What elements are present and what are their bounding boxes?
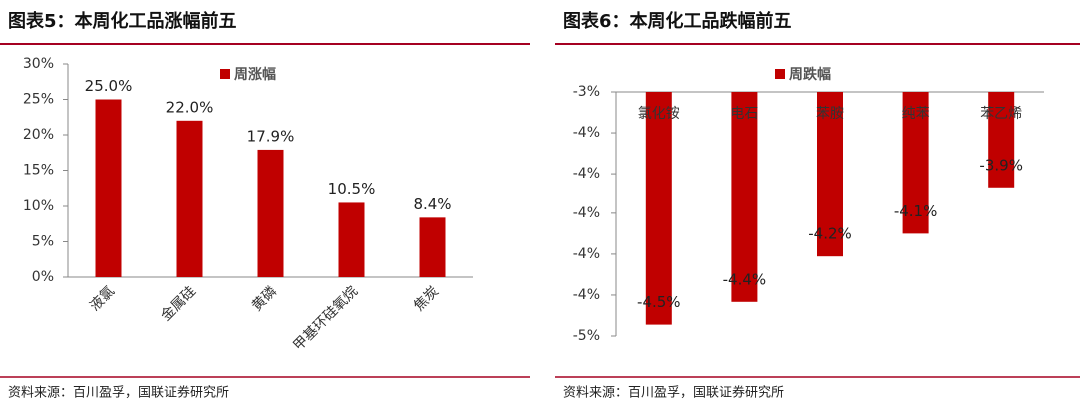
data-label: -4.1%	[894, 202, 938, 220]
x-tick-label: 黄磷	[248, 283, 280, 315]
x-tick-label: 甲基环硅氧烷	[290, 283, 361, 354]
source: 资料来源：百川盈孚，国联证券研究所	[8, 385, 229, 401]
x-tick-label: 纯苯	[902, 105, 930, 122]
bar	[988, 92, 1015, 188]
x-tick-label: 液氯	[87, 283, 118, 314]
x-tick-label: 氯化铵	[638, 106, 680, 122]
y-tick-label: 25%	[23, 92, 54, 108]
data-label: -4.5%	[637, 293, 681, 311]
y-tick-label: 5%	[32, 234, 54, 250]
y-tick-label: -5%	[573, 328, 600, 344]
legend-swatch	[220, 69, 230, 79]
data-label: 22.0%	[166, 98, 214, 116]
data-label: 10.5%	[328, 180, 376, 198]
x-tick-label: 焦炭	[411, 283, 442, 314]
x-tick-label: 电石	[730, 106, 758, 122]
data-label: 8.4%	[413, 195, 451, 213]
data-label: 17.9%	[247, 127, 295, 145]
bar	[645, 92, 672, 325]
chart-title: 图表6：本周化工品跌幅前五	[563, 10, 792, 32]
y-tick-label: 0%	[32, 269, 54, 285]
y-tick-label: -4%	[573, 166, 600, 182]
x-tick-label: 金属硅	[158, 283, 199, 324]
bar	[95, 99, 122, 277]
bar	[176, 120, 203, 277]
data-label: -4.4%	[723, 270, 767, 288]
bar	[902, 92, 929, 234]
y-tick-label: -3%	[573, 84, 600, 100]
x-tick-label: 苯胺	[816, 105, 844, 122]
data-label: -4.2%	[808, 225, 852, 243]
y-tick-label: -4%	[573, 246, 600, 262]
y-tick-label: 30%	[23, 56, 54, 72]
bar	[257, 149, 284, 277]
y-tick-label: 15%	[23, 163, 54, 179]
source: 资料来源：百川盈孚，国联证券研究所	[563, 385, 784, 401]
legend-label: 周跌幅	[789, 66, 831, 83]
y-tick-label: 10%	[23, 198, 54, 214]
y-tick-label: -4%	[573, 287, 600, 303]
bar	[338, 202, 365, 277]
y-tick-label: -4%	[573, 125, 600, 141]
x-tick-label: 苯乙烯	[980, 105, 1022, 122]
bar	[817, 92, 843, 257]
bar	[419, 217, 446, 277]
legend-label: 周涨幅	[234, 66, 276, 83]
chart-title: 图表5：本周化工品涨幅前五	[8, 10, 237, 32]
data-label: 25.0%	[85, 77, 133, 95]
data-label: -3.9%	[979, 156, 1023, 174]
y-tick-label: 20%	[23, 127, 54, 143]
bar	[731, 92, 758, 302]
legend-swatch	[775, 69, 785, 79]
y-tick-label: -4%	[573, 205, 600, 221]
